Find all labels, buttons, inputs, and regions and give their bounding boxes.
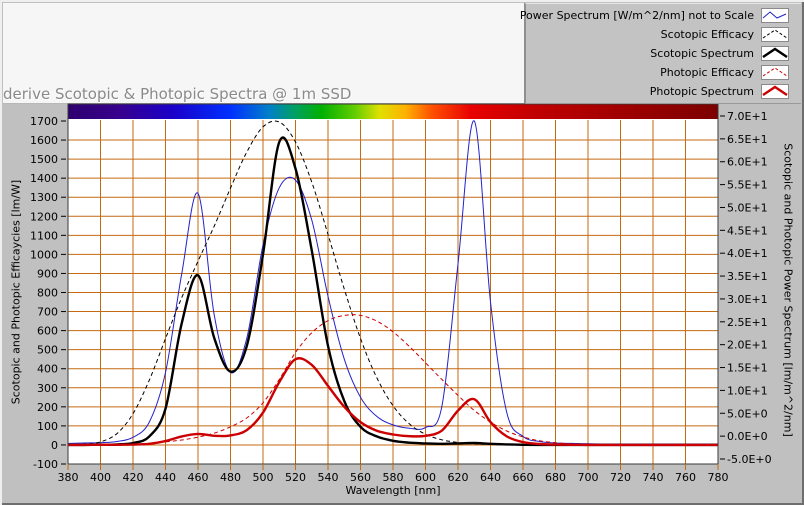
legend-line-sample[interactable] <box>761 46 789 61</box>
legend-line-sample[interactable] <box>761 84 789 99</box>
x-tick-label: 720 <box>610 471 631 484</box>
y-right-tick-label: 6.0E+1 <box>727 156 768 169</box>
wavelength-colorbar <box>68 104 718 119</box>
x-tick-label: 680 <box>545 471 566 484</box>
legend-item-label: Power Spectrum [W/m^2/nm] not to Scale <box>519 9 754 22</box>
front-panel-blank-area <box>3 3 525 104</box>
y-right-tick-label: 1.0E+1 <box>727 384 768 397</box>
y-right-tick-label: 2.0E+1 <box>727 339 768 352</box>
legend-line-sample[interactable] <box>761 8 789 23</box>
y-left-tick-label: 1600 <box>30 134 58 147</box>
y-left-tick-label: 200 <box>37 401 58 414</box>
y-right-tick-label: 2.5E+1 <box>727 316 768 329</box>
plot-legend[interactable]: Power Spectrum [W/m^2/nm] not to Scale Sc… <box>520 3 801 104</box>
x-tick-label: 520 <box>285 471 306 484</box>
y-right-tick-label: 4.5E+1 <box>727 224 768 237</box>
x-tick-label: 440 <box>155 471 176 484</box>
y-left-tick-label: 0 <box>51 439 58 452</box>
legend-line-sample-icon <box>762 67 788 77</box>
y-left-tick-label: 100 <box>37 420 58 433</box>
graph-title: derive Scotopic & Photopic Spectra @ 1m … <box>3 85 352 103</box>
y-axis-right-label: Scotopic and Photopic Power Spectrum [lm… <box>781 143 795 437</box>
legend-item[interactable]: Photopic Spectrum <box>528 83 789 101</box>
y-left-tick-label: 700 <box>37 306 58 319</box>
y-left-tick-label: 800 <box>37 287 58 300</box>
legend-line-sample-icon <box>762 85 788 96</box>
y-left-tick-label: 500 <box>37 344 58 357</box>
y-left-tick-label: 900 <box>37 267 58 280</box>
legend-line-sample-icon <box>762 29 788 39</box>
x-tick-label: 760 <box>675 471 696 484</box>
x-tick-label: 400 <box>90 471 111 484</box>
legend-line-sample[interactable] <box>761 27 789 42</box>
x-tick-label: 600 <box>415 471 436 484</box>
x-tick-label: 480 <box>220 471 241 484</box>
legend-item-label: Scotopic Spectrum <box>650 47 754 60</box>
x-tick-label: 420 <box>123 471 144 484</box>
y-right-tick-label: 0.0E+0 <box>727 430 768 443</box>
x-tick-label: 620 <box>448 471 469 484</box>
y-left-tick-label: 1200 <box>30 210 58 223</box>
y-left-tick-label: -100 <box>33 458 58 471</box>
x-tick-label: 380 <box>58 471 79 484</box>
y-left-tick-label: 1700 <box>30 115 58 128</box>
y-right-tick-label: 5.0E+0 <box>727 407 768 420</box>
y-axis-left-label: Scotopic and Photopic Efficaycies [lm/W] <box>9 179 23 405</box>
y-right-tick-label: -5.0E+0 <box>727 453 772 466</box>
y-right-tick-label: 6.5E+1 <box>727 133 768 146</box>
legend-item[interactable]: Photopic Efficacy <box>528 64 789 82</box>
y-left-tick-label: 400 <box>37 363 58 376</box>
x-tick-label: 700 <box>578 471 599 484</box>
y-right-tick-label: 1.5E+1 <box>727 362 768 375</box>
waveform-graph[interactable]: 1700 1600 1500 1400 1300 1200 1100 1000 900 800 70… <box>0 100 804 505</box>
x-tick-label: 780 <box>708 471 729 484</box>
legend-item-label: Photopic Efficacy <box>660 66 754 79</box>
x-tick-label: 460 <box>188 471 209 484</box>
y-left-tick-label: 1300 <box>30 191 58 204</box>
x-tick-label: 740 <box>643 471 664 484</box>
x-tick-label: 540 <box>318 471 339 484</box>
x-axis-label: Wavelength [nm] <box>345 484 441 497</box>
y-right-tick-label: 7.0E+1 <box>727 110 768 123</box>
series-photopic-spectrum <box>68 357 718 447</box>
y-left-tick-label: 1400 <box>30 172 58 185</box>
y-left-tick-label: 300 <box>37 382 58 395</box>
x-tick-label: 580 <box>383 471 404 484</box>
y-left-tick-label: 1100 <box>30 229 58 242</box>
y-right-tick-label: 3.5E+1 <box>727 270 768 283</box>
x-tick-label: 640 <box>480 471 501 484</box>
x-tick-label: 500 <box>253 471 274 484</box>
plot-border <box>67 103 719 465</box>
legend-line-sample[interactable] <box>761 65 789 80</box>
y-left-tick-label: 600 <box>37 325 58 338</box>
y-right-tick-label: 5.0E+1 <box>727 201 768 214</box>
y-right-tick-label: 3.0E+1 <box>727 293 768 306</box>
legend-item[interactable]: Scotopic Spectrum <box>528 45 789 63</box>
legend-item[interactable]: Scotopic Efficacy <box>528 26 789 44</box>
legend-line-sample-icon <box>762 11 787 19</box>
x-tick-label: 560 <box>350 471 371 484</box>
y-left-tick-label: 1000 <box>30 248 58 261</box>
legend-item-label: Photopic Spectrum <box>649 85 754 98</box>
y-right-tick-label: 4.0E+1 <box>727 247 768 260</box>
legend-line-sample-icon <box>762 47 788 58</box>
y-right-tick-label: 5.5E+1 <box>727 179 768 192</box>
legend-item-label: Scotopic Efficacy <box>660 28 754 41</box>
y-left-tick-label: 1500 <box>30 153 58 166</box>
legend-item[interactable]: Power Spectrum [W/m^2/nm] not to Scale <box>520 7 789 25</box>
x-tick-label: 660 <box>513 471 534 484</box>
